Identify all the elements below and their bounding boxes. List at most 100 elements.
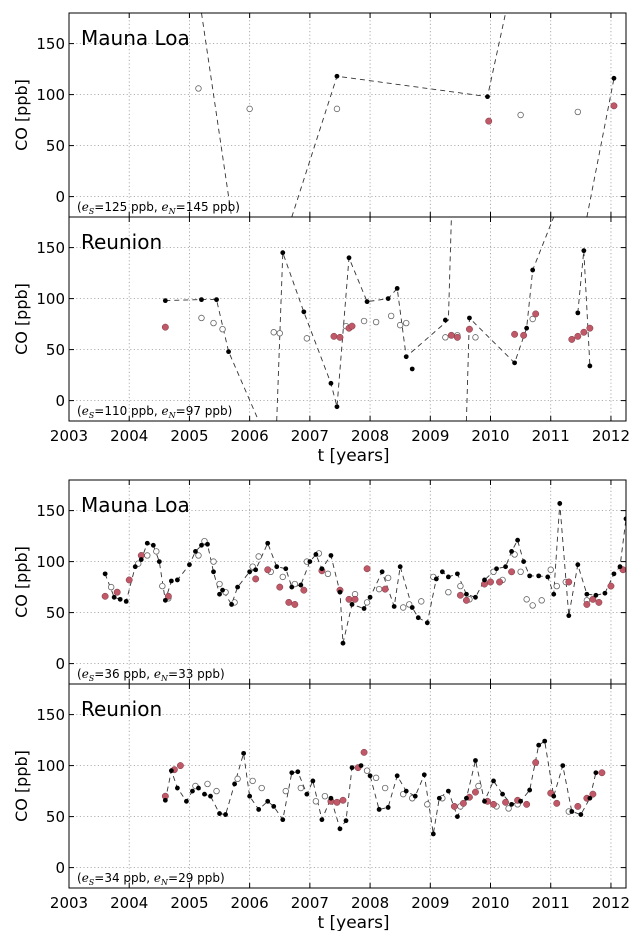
point-pink [176, 762, 184, 770]
point-filled [394, 773, 400, 779]
point-filled [144, 540, 150, 546]
series-dashed-line [201, 13, 233, 217]
point-open [424, 801, 431, 808]
point-filled [307, 559, 313, 564]
point-filled [313, 552, 319, 557]
point-pink [345, 595, 353, 603]
series-dashed-line [291, 13, 507, 217]
error-annotation: (eS=110 ppb, eN=97 ppb) [77, 404, 232, 420]
point-filled [491, 778, 496, 784]
point-filled [367, 594, 373, 600]
point-pink [113, 588, 121, 596]
point-pink [363, 565, 371, 573]
point-pink [586, 324, 594, 332]
point-filled [611, 571, 617, 577]
point-pink [472, 788, 479, 796]
point-filled [367, 773, 373, 779]
point-filled [111, 594, 117, 600]
point-filled [545, 574, 551, 580]
x-tick-label: 2012 [592, 427, 630, 445]
point-filled [485, 94, 490, 100]
x-axis-label: t [years] [317, 913, 389, 931]
point-filled [521, 559, 527, 564]
x-tick-label: 2008 [351, 894, 389, 912]
x-tick-label: 2011 [532, 427, 570, 445]
y-tick-label: 50 [46, 341, 65, 359]
point-filled [301, 309, 307, 315]
x-tick-label: 2010 [471, 427, 509, 445]
point-filled [202, 791, 207, 797]
point-pink [574, 802, 582, 810]
point-open [279, 573, 286, 581]
point-pink [300, 586, 308, 594]
point-open [475, 782, 482, 790]
point-filled [328, 553, 334, 558]
point-filled [569, 809, 575, 814]
point-filled [473, 758, 478, 763]
point-pink [465, 325, 473, 333]
point-filled [536, 573, 542, 579]
point-filled [482, 577, 487, 583]
point-filled [289, 770, 295, 776]
point-pink [523, 800, 531, 808]
panels: 0 50 100 150 CO [ppb] Mauna Loa (eS=125 ppb, e… [12, 12, 630, 931]
point-open [324, 570, 332, 578]
point-filled [542, 738, 548, 744]
panel-title: Mauna Loa [81, 26, 190, 50]
point-open [210, 558, 217, 565]
point-open [372, 318, 380, 326]
point-open [442, 334, 449, 341]
point-filled [578, 812, 584, 817]
point-filled [132, 564, 138, 570]
point-filled [430, 831, 436, 837]
x-tick-label: 2006 [231, 894, 269, 912]
point-filled [208, 793, 213, 799]
point-pink [447, 331, 455, 339]
point-filled [334, 73, 340, 79]
point-filled [575, 562, 581, 568]
point-filled [295, 769, 301, 775]
point-filled [391, 604, 397, 609]
point-filled [412, 793, 418, 799]
point-pink [381, 585, 389, 593]
point-filled [424, 620, 430, 626]
point-filled [280, 817, 286, 823]
point-filled [232, 781, 237, 787]
point-open [547, 566, 554, 573]
point-filled [512, 360, 517, 366]
y-tick-label: 0 [55, 859, 65, 877]
series-dashed-line [164, 740, 597, 834]
point-filled [229, 602, 234, 607]
point-pink [508, 568, 516, 576]
x-tick-label: 2003 [50, 427, 88, 445]
point-filled [551, 591, 557, 597]
series-dashed-line [276, 217, 452, 421]
point-pink [351, 595, 359, 603]
series-dashed-line [165, 299, 260, 421]
point-pink [101, 592, 109, 600]
point-filled [162, 597, 168, 603]
point-pink [348, 322, 356, 330]
point-open [276, 330, 283, 337]
point-filled [467, 315, 472, 321]
point-filled [223, 812, 228, 817]
y-axis-label: CO [ppb] [12, 546, 31, 618]
point-filled [421, 772, 427, 778]
point-filled [464, 795, 469, 801]
point-filled [527, 573, 533, 579]
point-open [523, 596, 530, 603]
point-pink [453, 333, 461, 341]
x-tick-label: 2004 [110, 427, 148, 445]
point-filled [117, 596, 123, 602]
point-filled [349, 602, 355, 607]
point-open [381, 784, 389, 792]
x-tick-label: 2004 [110, 894, 148, 912]
x-tick-label: 2008 [351, 427, 389, 445]
point-filled [551, 793, 557, 799]
y-tick-label: 100 [36, 757, 65, 775]
point-pink [339, 796, 347, 804]
point-pink [490, 800, 497, 808]
point-open [258, 784, 265, 792]
point-filled [150, 542, 156, 548]
plot-area [161, 217, 594, 421]
